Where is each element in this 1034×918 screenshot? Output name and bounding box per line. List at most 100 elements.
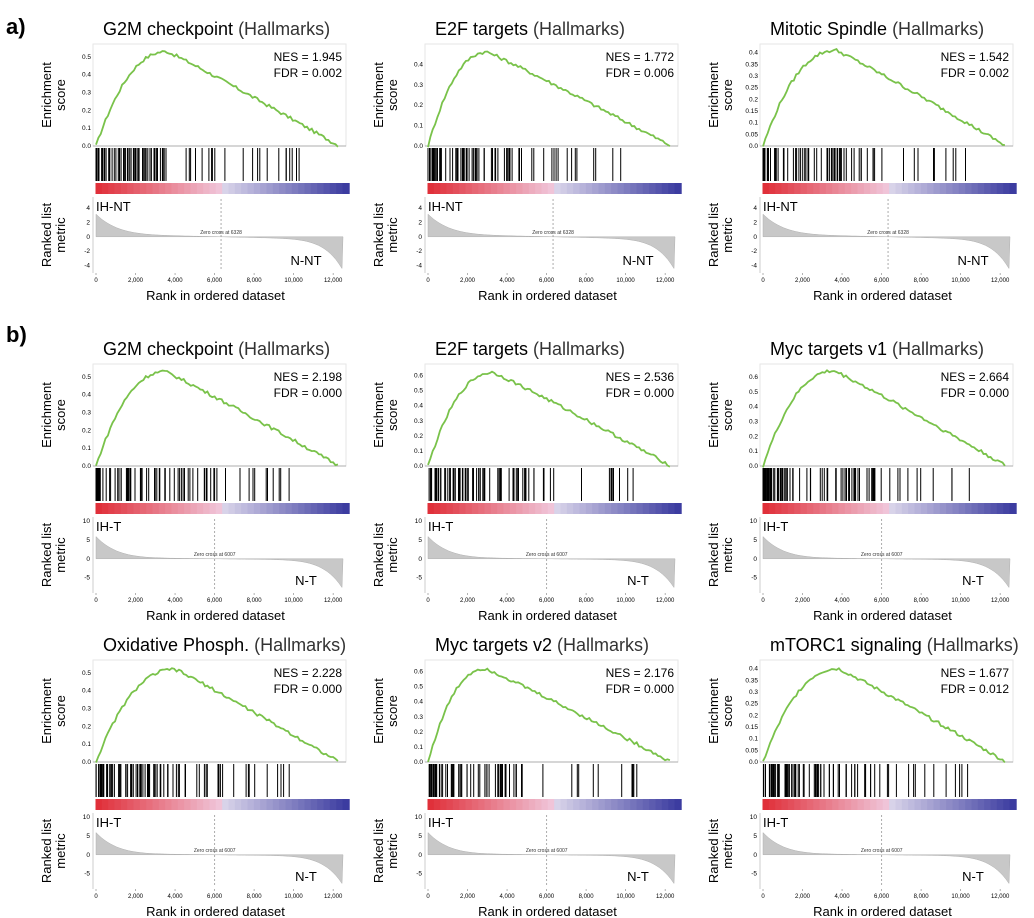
gsea-panel-7: Oxidative Phosph. (Hallmarks) 0.0 0.1 0.2 0.…	[39, 635, 350, 918]
x-tick-label: 12,000	[324, 598, 343, 604]
es-tick-label: 0.35	[745, 677, 758, 684]
metric-tick-label: 10	[415, 518, 423, 525]
metric-tick-label: -5	[751, 871, 757, 878]
gene-set-name: G2M checkpoint	[103, 19, 233, 39]
fdr-value: FDR = 0.000	[606, 386, 675, 400]
es-tick-label: 0.2	[414, 729, 423, 736]
gsea-panel-8: Myc targets v2 (Hallmarks) 0.0 0.1 0.2 0.3 0.…	[371, 635, 682, 918]
positive-phenotype-label: IH-T	[428, 519, 453, 534]
nes-value: NES = 2.536	[606, 370, 675, 384]
es-curve	[762, 48, 1006, 147]
es-tick-label: 0.5	[82, 670, 91, 677]
ranked-metric-area	[762, 535, 1011, 589]
x-tick-label: 10,000	[284, 598, 303, 604]
y-axis-label-es: Enrichment	[39, 62, 54, 128]
negative-phenotype-label: N-NT	[622, 253, 653, 268]
nes-value: NES = 1.542	[941, 50, 1010, 64]
hit-marks	[428, 468, 634, 501]
x-tick-label: 2,000	[128, 598, 144, 604]
es-tick-label: 0.25	[745, 701, 758, 708]
hit-marks	[95, 468, 290, 501]
es-tick-label: 0.3	[749, 689, 758, 696]
es-curve	[762, 369, 1006, 468]
x-tick-label: 4,000	[500, 598, 516, 604]
x-tick-label: 4,000	[168, 894, 184, 900]
es-tick-label: 0.0	[82, 143, 91, 150]
y-axis-label-metric: metric	[720, 537, 735, 573]
metric-tick-label: 5	[86, 833, 90, 840]
gene-set-collection: (Hallmarks)	[887, 19, 984, 39]
es-tick-label: 0.4	[749, 666, 758, 673]
metric-tick-label: 10	[750, 814, 758, 821]
x-tick-label: 2,000	[795, 894, 811, 900]
x-tick-label: 6,000	[207, 894, 223, 900]
es-curve	[95, 667, 339, 763]
gene-set-name: Myc targets v1	[770, 339, 887, 359]
x-tick-label: 8,000	[914, 278, 930, 284]
es-tick-label: 0.3	[414, 418, 423, 425]
es-tick-label: 0.1	[749, 736, 758, 743]
x-tick-label: 10,000	[616, 894, 635, 900]
es-tick-label: 0.0	[82, 463, 91, 470]
metric-tick-label: 4	[86, 205, 90, 212]
ranked-metric-area	[427, 535, 676, 589]
x-tick-label: 4,000	[500, 278, 516, 284]
es-tick-label: 0.05	[745, 131, 758, 138]
x-axis-label: Rank in ordered dataset	[813, 608, 952, 623]
zero-cross-label: Zero cross at 6007	[526, 848, 568, 854]
nes-value: NES = 2.664	[941, 370, 1010, 384]
es-tick-label: 0.0	[749, 143, 758, 150]
es-tick-label: 0.2	[82, 723, 91, 730]
es-tick-label: 0.2	[82, 107, 91, 114]
x-tick-label: 8,000	[914, 894, 930, 900]
x-tick-label: 10,000	[951, 278, 970, 284]
x-tick-label: 6,000	[874, 278, 890, 284]
metric-tick-label: 0	[753, 234, 757, 241]
x-tick-label: 12,000	[991, 278, 1010, 284]
ranked-metric-area	[427, 213, 676, 270]
es-tick-label: 0.3	[749, 73, 758, 80]
x-tick-label: 8,000	[914, 598, 930, 604]
nes-value: NES = 2.176	[606, 666, 675, 680]
ranked-metric-area	[427, 831, 676, 885]
x-tick-label: 4,000	[835, 278, 851, 284]
x-tick-label: 0	[426, 278, 430, 284]
y-axis-label-es: score	[720, 79, 735, 111]
es-tick-label: 0.25	[745, 85, 758, 92]
metric-tick-label: -2	[416, 248, 422, 255]
x-tick-label: 12,000	[991, 598, 1010, 604]
x-tick-label: 0	[761, 278, 765, 284]
metric-tick-label: -2	[84, 248, 90, 255]
metric-tick-label: 10	[83, 518, 91, 525]
metric-tick-label: 0	[753, 852, 757, 859]
es-tick-label: 0.3	[82, 90, 91, 97]
es-tick-label: 0.15	[745, 724, 758, 731]
y-axis-label-es: score	[720, 695, 735, 727]
es-tick-label: 0.2	[414, 102, 423, 109]
es-tick-label: 0.5	[82, 374, 91, 381]
y-axis-label-metric: metric	[53, 217, 68, 253]
gene-set-name: Mitotic Spindle	[770, 19, 887, 39]
nes-value: NES = 1.772	[606, 50, 675, 64]
hit-marks	[762, 764, 969, 797]
negative-phenotype-label: N-T	[627, 869, 649, 884]
es-tick-label: 0.0	[82, 759, 91, 766]
metric-tick-label: -4	[416, 262, 422, 269]
y-axis-label-es: score	[385, 399, 400, 431]
fdr-value: FDR = 0.002	[941, 66, 1010, 80]
ranked-metric-area	[762, 831, 1011, 885]
es-tick-label: 0.0	[414, 143, 423, 150]
y-axis-label-es: score	[385, 79, 400, 111]
negative-phenotype-label: N-T	[295, 869, 317, 884]
es-tick-label: 0.1	[414, 123, 423, 130]
es-tick-label: 0.3	[414, 714, 423, 721]
y-axis-label-es: Enrichment	[706, 62, 721, 128]
x-axis-label: Rank in ordered dataset	[478, 904, 617, 918]
es-tick-label: 0.4	[749, 50, 758, 57]
panel-title: Oxidative Phosph. (Hallmarks)	[103, 635, 346, 655]
es-tick-label: 0.3	[82, 706, 91, 713]
es-curve	[427, 667, 671, 763]
zero-cross-label: Zero cross at 6328	[867, 230, 909, 236]
y-axis-label-metric: Ranked list	[39, 818, 54, 883]
